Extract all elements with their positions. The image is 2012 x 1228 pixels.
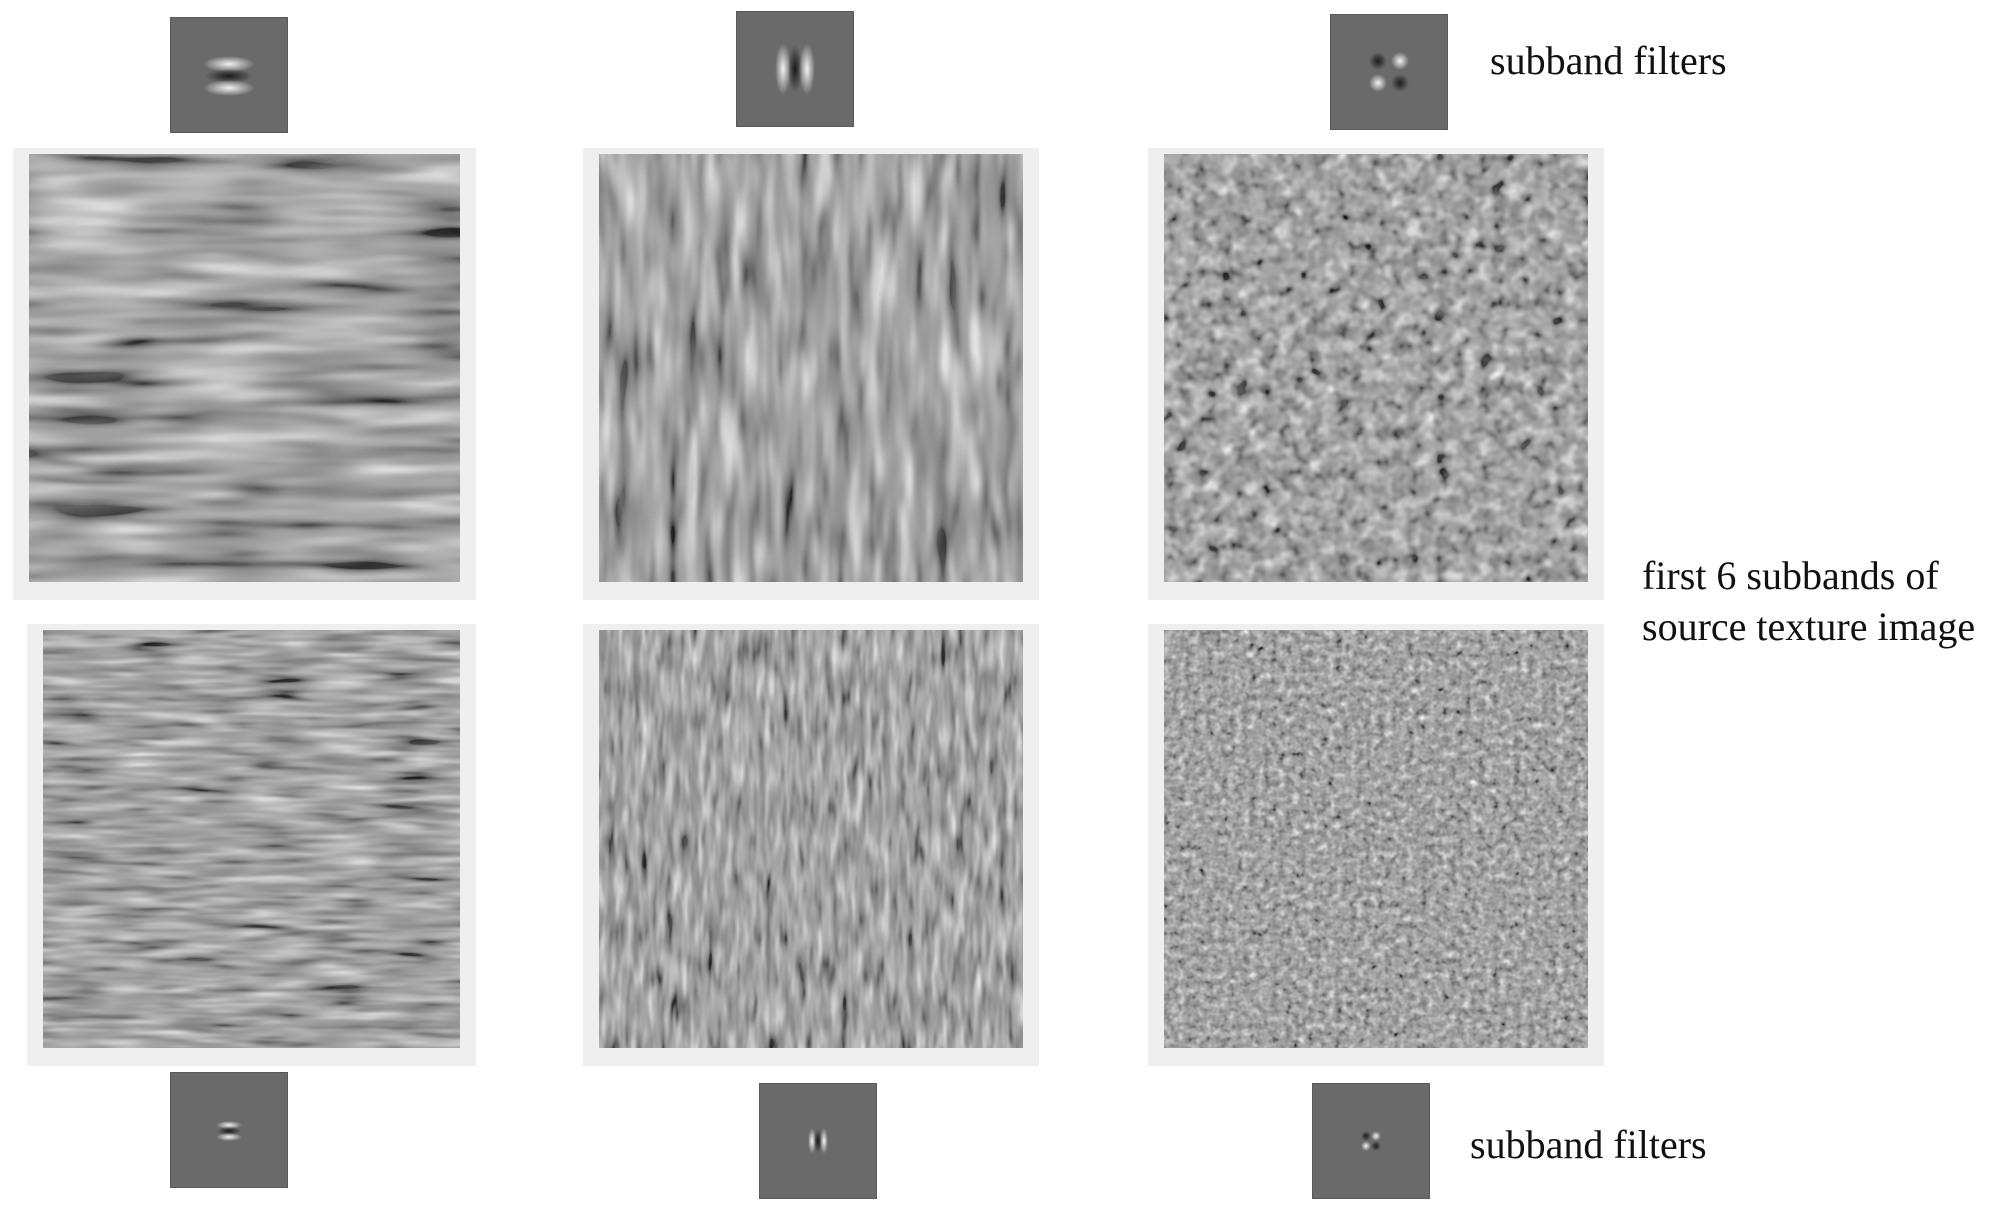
- filter-kernel-vertical-fine: [759, 1083, 877, 1199]
- subband-2-panel: [583, 148, 1039, 600]
- description-line-1: first 6 subbands of: [1642, 553, 1939, 598]
- bottom-filters-label: subband filters: [1470, 1122, 1707, 1167]
- subband-6-panel: [1148, 624, 1604, 1066]
- subband-6-image: [1164, 630, 1588, 1048]
- subband-1-image: [29, 154, 460, 582]
- description-line-2: source texture image: [1642, 604, 1976, 649]
- filter-kernel-horizontal-fine: [170, 1072, 288, 1188]
- filter-kernel-diagonal-fine: [1312, 1083, 1430, 1199]
- filter-kernel-diagonal-coarse: [1330, 14, 1448, 130]
- subband-5-panel: [583, 624, 1039, 1066]
- filter-kernel-horizontal-coarse: [170, 17, 288, 133]
- subband-1-panel: [13, 148, 476, 600]
- subband-4-panel: [27, 624, 476, 1066]
- subband-2-image: [599, 154, 1023, 582]
- subband-3-panel: [1148, 148, 1604, 600]
- filter-kernel-vertical-coarse: [736, 11, 854, 127]
- top-filters-label: subband filters: [1490, 38, 1727, 83]
- subband-5-image: [599, 630, 1023, 1048]
- subband-3-image: [1164, 154, 1588, 582]
- subband-4-image: [43, 630, 460, 1048]
